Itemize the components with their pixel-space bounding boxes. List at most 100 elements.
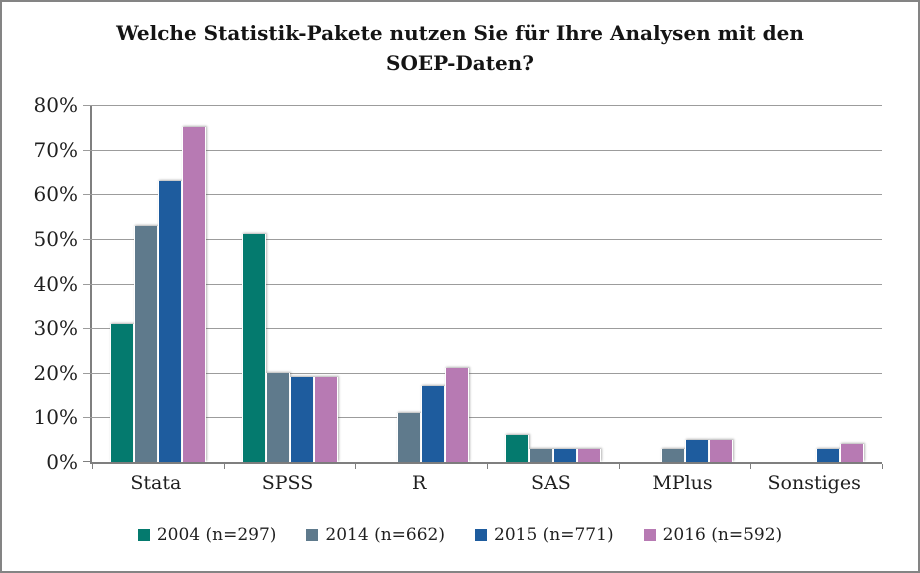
bar-group-sonstiges [750, 105, 882, 462]
bar-slot-stata-2015 [157, 105, 182, 462]
gridline-30 [83, 328, 882, 330]
x-axis-label-stata: Stata [130, 472, 182, 494]
bar-slot-spss-2016 [313, 105, 338, 462]
legend-label-2014: 2014 (n=662) [325, 525, 445, 545]
x-tick-3 [487, 464, 488, 469]
bar-slot-r-2015 [421, 105, 446, 462]
gridline-40 [83, 283, 882, 285]
bar-r-2016 [445, 368, 470, 462]
legend-item-2015: 2015 (n=771) [475, 525, 614, 545]
bar-sonstiges-2016 [840, 444, 865, 462]
bar-stata-2016 [181, 127, 206, 462]
y-axis-label-50: 50% [33, 226, 78, 251]
gridline-60 [83, 194, 882, 196]
bar-mplus-2016 [708, 439, 733, 462]
x-tick-5 [750, 464, 752, 469]
x-tick-1 [223, 464, 225, 469]
bar-group-spss [224, 105, 356, 462]
legend-label-2016: 2016 (n=592) [662, 525, 783, 545]
bar-slot-r-2014 [397, 105, 422, 462]
bar-slot-sas-2004 [504, 105, 529, 462]
bar-group-stata [92, 105, 224, 462]
bar-slot-spss-2015 [289, 105, 314, 462]
bar-slot-mplus-2014 [660, 105, 685, 462]
legend-swatch-2014 [306, 529, 319, 541]
x-axis-label-sonstiges: Sonstiges [767, 472, 861, 494]
legend-swatch-2004 [137, 529, 150, 541]
legend-swatch-2016 [643, 529, 656, 541]
gridline-80 [83, 105, 882, 106]
bar-slot-sonstiges-2014 [792, 105, 816, 462]
y-axis-labels: 0% 10% 20% 30% 40% 50% 60% 70% 80% [2, 94, 78, 473]
gridline-50 [83, 238, 882, 240]
x-axis-labels: Stata SPSS R SAS MPlus Sonstiges [90, 472, 880, 494]
bar-r-2014 [397, 412, 422, 462]
bar-slot-mplus-2004 [637, 105, 661, 462]
y-axis-label-0: 0% [46, 450, 78, 474]
y-axis-label-70: 70% [33, 137, 78, 162]
bar-r-2015 [421, 386, 446, 462]
bar-spss-2004 [241, 234, 266, 462]
chart-title-line1: Welche Statistik-Pakete nutzen Sie für I… [116, 21, 804, 45]
legend-item-2004: 2004 (n=297) [137, 525, 277, 545]
bar-slot-sonstiges-2004 [768, 105, 792, 462]
x-axis-label-mplus: MPlus [652, 472, 713, 494]
bar-groups [92, 105, 882, 462]
bar-sonstiges-2015 [816, 448, 841, 462]
x-tick-4 [618, 464, 620, 469]
bar-mplus-2015 [684, 439, 709, 462]
bar-spss-2016 [313, 377, 338, 462]
bar-slot-stata-2004 [109, 105, 134, 462]
bar-slot-sas-2016 [576, 105, 601, 462]
bar-spss-2015 [289, 377, 314, 462]
bar-sas-2015 [552, 448, 577, 462]
bar-slot-spss-2004 [241, 105, 266, 462]
bar-group-mplus [619, 105, 751, 462]
x-tick-0 [92, 464, 93, 469]
bar-sas-2014 [528, 448, 553, 462]
y-axis-label-20: 20% [33, 360, 78, 385]
bar-group-r [355, 105, 487, 462]
bar-spss-2014 [265, 372, 290, 462]
y-tick-0 [83, 461, 92, 462]
legend-label-2004: 2004 (n=297) [156, 525, 277, 545]
bar-slot-sonstiges-2016 [840, 105, 865, 462]
x-tick-6 [882, 464, 883, 469]
gridline-70 [83, 149, 882, 151]
legend-item-2016: 2016 (n=592) [643, 525, 783, 545]
bar-slot-spss-2014 [265, 105, 290, 462]
chart-title-line2: SOEP-Daten? [386, 51, 534, 75]
bar-slot-stata-2016 [181, 105, 206, 462]
bar-sas-2016 [576, 448, 601, 462]
y-axis-label-60: 60% [33, 182, 78, 207]
bar-slot-r-2004 [373, 105, 397, 462]
x-tick-2 [355, 464, 357, 469]
bar-stata-2014 [133, 225, 158, 462]
gridline-10 [83, 417, 882, 419]
bar-slot-r-2016 [445, 105, 470, 462]
legend-label-2015: 2015 (n=771) [494, 525, 614, 545]
bar-slot-stata-2014 [133, 105, 158, 462]
bar-slot-sonstiges-2015 [816, 105, 841, 462]
bar-slot-sas-2015 [552, 105, 577, 462]
legend: 2004 (n=297) 2014 (n=662) 2015 (n=771) 2016… [2, 525, 918, 545]
y-axis-label-30: 30% [33, 316, 78, 341]
bar-slot-mplus-2015 [684, 105, 709, 462]
legend-item-2014: 2014 (n=662) [306, 525, 445, 545]
bar-stata-2004 [109, 323, 134, 462]
y-axis-label-40: 40% [33, 271, 78, 296]
bar-slot-mplus-2016 [708, 105, 733, 462]
chart-title: Welche Statistik-Pakete nutzen Sie für I… [2, 18, 918, 78]
bar-sas-2004 [504, 435, 529, 462]
bar-stata-2015 [157, 180, 182, 462]
bar-slot-sas-2014 [528, 105, 553, 462]
bar-group-sas [487, 105, 619, 462]
y-axis-label-80: 80% [33, 93, 78, 117]
gridline-20 [83, 372, 882, 374]
y-axis-label-10: 10% [33, 405, 78, 430]
x-axis-label-spss: SPSS [261, 472, 314, 494]
bar-mplus-2014 [660, 448, 685, 462]
plot-area [83, 105, 883, 469]
x-axis-label-sas: SAS [530, 472, 571, 494]
